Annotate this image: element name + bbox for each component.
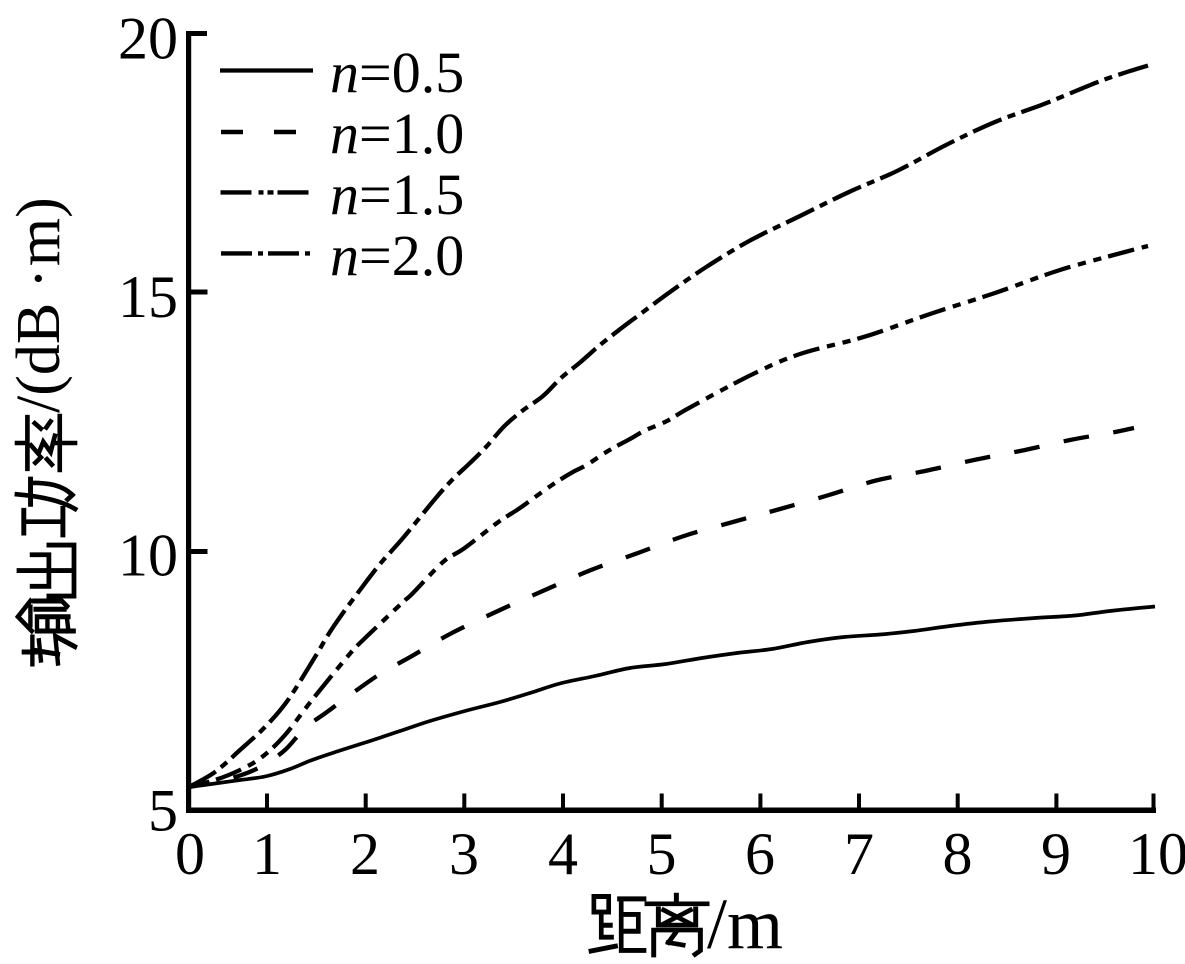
svg-text:/m: /m (707, 884, 783, 964)
svg-text:6: 6 (745, 821, 775, 887)
svg-text:15: 15 (118, 264, 178, 330)
svg-text:7: 7 (844, 821, 874, 887)
svg-text:20: 20 (118, 6, 178, 72)
svg-text:n=0.5: n=0.5 (330, 40, 464, 105)
svg-text:1: 1 (252, 821, 282, 887)
svg-text:5: 5 (148, 778, 178, 844)
svg-text:5: 5 (647, 821, 677, 887)
svg-text:3: 3 (449, 821, 479, 887)
svg-text:8: 8 (943, 821, 973, 887)
svg-text:0: 0 (175, 821, 205, 887)
svg-text:10: 10 (118, 523, 178, 589)
svg-text:n=1.5: n=1.5 (330, 162, 464, 227)
svg-text:/(dB·m): /(dB·m) (5, 197, 73, 413)
svg-text:4: 4 (548, 821, 578, 887)
svg-text:2: 2 (350, 821, 380, 887)
svg-text:9: 9 (1041, 821, 1071, 887)
svg-text:10: 10 (1128, 821, 1185, 887)
svg-text:n=2.0: n=2.0 (330, 223, 464, 288)
svg-text:n=1.0: n=1.0 (330, 101, 464, 166)
